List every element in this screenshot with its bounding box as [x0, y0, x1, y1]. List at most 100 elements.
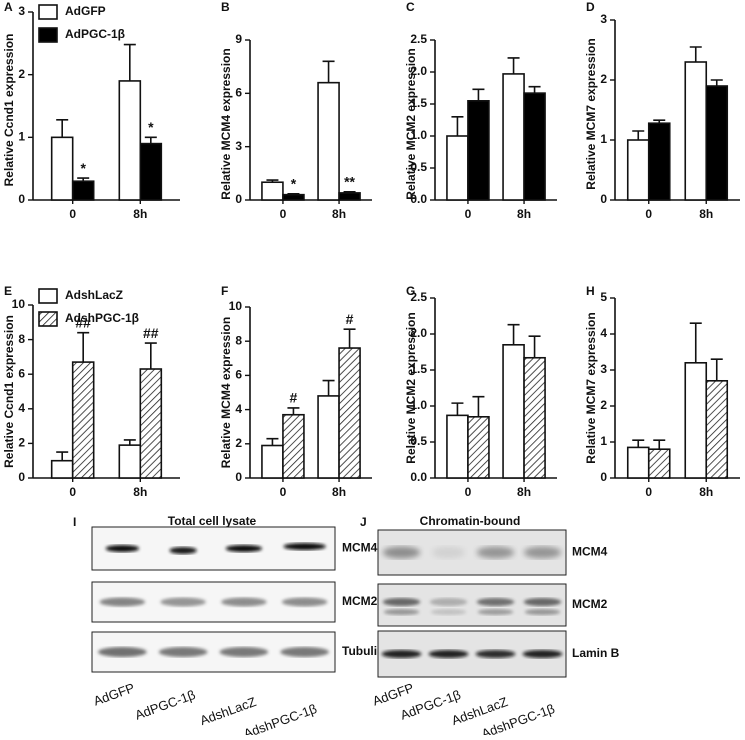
- y-tick-label: 0.5: [410, 160, 427, 174]
- error-bar: [266, 437, 279, 446]
- blot-band: [382, 598, 421, 606]
- y-tick-label: 3: [600, 362, 607, 376]
- y-tick-label: 2.5: [410, 32, 427, 46]
- y-axis-label: Relative MCM2 expression: [404, 312, 418, 463]
- panel-label: A: [4, 0, 13, 14]
- blot-band: [280, 647, 329, 657]
- y-tick-label: 0: [600, 470, 607, 484]
- blot-band: [428, 650, 469, 658]
- lane-label: AdGFP: [91, 680, 136, 709]
- blot-band: [523, 546, 562, 559]
- bar: [523, 356, 546, 479]
- blot-title: Total cell lysate: [168, 514, 257, 528]
- blot-band: [99, 597, 146, 607]
- bar: [317, 395, 340, 479]
- bar: [705, 85, 729, 201]
- panel-label: H: [586, 284, 595, 298]
- bar: [50, 459, 74, 479]
- y-tick-label: 0: [235, 192, 242, 206]
- annotation: ##: [143, 325, 159, 341]
- legend-swatch: [38, 288, 58, 304]
- bar: [118, 80, 142, 201]
- error-bar: [343, 328, 356, 349]
- annotation: #: [346, 311, 354, 327]
- y-tick-label: 4: [235, 402, 242, 416]
- x-tick-label: 0: [645, 485, 652, 499]
- blot-row-label: MCM4: [342, 541, 378, 555]
- y-tick-label: 2: [18, 436, 25, 450]
- annotation: *: [291, 175, 297, 191]
- error-bar: [144, 136, 157, 144]
- blot-band: [382, 546, 421, 559]
- x-tick-label: 8h: [517, 485, 531, 499]
- panel-label: I: [73, 515, 76, 529]
- error-bar: [528, 85, 541, 94]
- x-tick-label: 0: [465, 207, 472, 221]
- legend-label: AdGFP: [65, 4, 106, 18]
- panel-label: E: [4, 284, 12, 298]
- y-tick-label: 2: [600, 398, 607, 412]
- bar: [50, 136, 74, 201]
- bar: [446, 135, 469, 201]
- error-bar: [322, 60, 335, 83]
- legend-label: AdshLacZ: [65, 288, 123, 302]
- y-axis-label: Relative MCM4 expression: [219, 48, 233, 199]
- error-bar: [632, 439, 645, 448]
- error-bar: [144, 342, 157, 370]
- x-tick-label: 0: [69, 207, 76, 221]
- y-tick-label: 6: [18, 366, 25, 380]
- y-axis-label: Relative Ccnd1 expression: [2, 315, 16, 468]
- bar: [261, 181, 284, 201]
- annotation: #: [290, 390, 298, 406]
- error-bar: [507, 57, 520, 74]
- blot-row-label: Lamin B: [572, 646, 620, 660]
- y-axis-label: Relative MCM7 expression: [584, 312, 598, 463]
- annotation: *: [80, 160, 86, 176]
- panel-label: J: [360, 515, 367, 529]
- bar: [502, 343, 525, 479]
- blot-band: [158, 647, 208, 657]
- y-tick-label: 8: [18, 332, 25, 346]
- bar: [71, 180, 95, 201]
- error-bar: [653, 119, 666, 124]
- x-tick-label: 8h: [332, 207, 346, 221]
- blot-row-label: MCM4: [572, 545, 608, 559]
- y-tick-label: 0.0: [410, 470, 427, 484]
- y-tick-label: 1.0: [410, 398, 427, 412]
- lane-label: AdshLacZ: [198, 694, 258, 728]
- error-bar: [710, 358, 723, 381]
- blot-band: [221, 597, 267, 607]
- blot-band: [432, 546, 465, 559]
- bar: [647, 122, 671, 201]
- bar: [705, 379, 729, 479]
- x-tick-label: 8h: [699, 485, 713, 499]
- blot-band: [283, 543, 326, 550]
- bar: [338, 192, 361, 201]
- x-tick-label: 8h: [332, 485, 346, 499]
- error-bar: [123, 439, 136, 446]
- y-tick-label: 2.5: [410, 290, 427, 304]
- bar: [139, 142, 163, 201]
- y-tick-label: 2.0: [410, 64, 427, 78]
- bar: [317, 81, 340, 201]
- error-bar: [507, 323, 520, 345]
- error-bar: [343, 191, 356, 193]
- bar: [502, 73, 525, 201]
- blot-band: [383, 609, 420, 615]
- y-axis-label: Relative MCM2 expression: [404, 48, 418, 199]
- bar: [118, 444, 142, 479]
- y-tick-label: 0: [600, 192, 607, 206]
- blot-band: [381, 650, 422, 658]
- bar: [282, 413, 305, 479]
- y-tick-label: 0.0: [410, 192, 427, 206]
- annotation: ##: [75, 314, 91, 330]
- error-bar: [56, 118, 69, 138]
- y-tick-label: 3: [600, 12, 607, 26]
- error-bar: [56, 451, 69, 461]
- legend-swatch: [38, 27, 58, 43]
- error-bar: [451, 116, 464, 136]
- blot-title: Chromatin-bound: [420, 514, 521, 528]
- blot-band: [430, 609, 467, 615]
- y-tick-label: 8: [235, 333, 242, 347]
- x-tick-label: 0: [645, 207, 652, 221]
